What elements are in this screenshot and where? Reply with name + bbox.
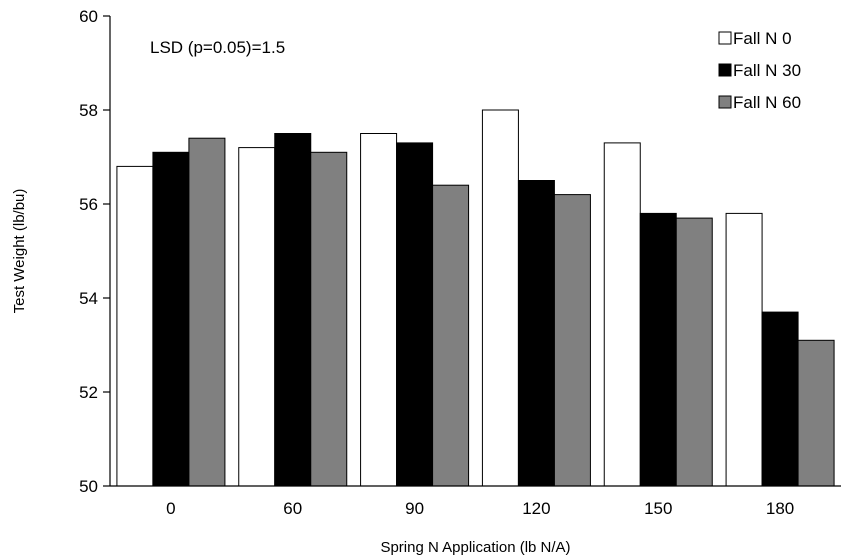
legend: Fall N 0 Fall N 30 Fall N 60 <box>718 29 801 112</box>
lsd-annotation: LSD (p=0.05)=1.5 <box>150 38 285 57</box>
bar-fall-n-30-180 <box>761 311 799 487</box>
y-tick-label: 60 <box>79 7 98 26</box>
legend-swatch <box>718 63 732 77</box>
bar-fall-n-0-0 <box>116 165 154 487</box>
bar-fall-n-0-90 <box>360 133 398 487</box>
bar-fall-n-60-0 <box>188 137 226 487</box>
x-tick-label: 150 <box>644 499 672 518</box>
bar-fall-n-0-150 <box>603 142 641 487</box>
bar-fall-n-60-90 <box>432 184 470 487</box>
bar-fall-n-60-60 <box>310 151 348 487</box>
y-tick-label: 58 <box>79 101 98 120</box>
y-tick-label: 52 <box>79 383 98 402</box>
legend-swatch <box>718 95 732 109</box>
x-tick-label: 90 <box>405 499 424 518</box>
y-tick-label: 56 <box>79 195 98 214</box>
bars-group <box>116 109 835 487</box>
legend-label: Fall N 30 <box>733 61 801 80</box>
bar-fall-n-30-90 <box>396 142 434 487</box>
x-tick-label: 0 <box>166 499 175 518</box>
y-tick-label: 54 <box>79 289 98 308</box>
x-tick-label: 120 <box>522 499 550 518</box>
x-ticks-group: 0 60 90 120 150 180 <box>166 499 794 518</box>
bar-fall-n-30-60 <box>274 133 312 487</box>
legend-swatch <box>718 31 732 45</box>
bar-fall-n-60-150 <box>675 217 713 487</box>
bar-fall-n-30-0 <box>152 151 190 487</box>
y-tick-label: 50 <box>79 477 98 496</box>
legend-label: Fall N 60 <box>733 93 801 112</box>
x-tick-label: 60 <box>283 499 302 518</box>
bar-fall-n-30-150 <box>639 212 677 487</box>
x-tick-label: 180 <box>766 499 794 518</box>
y-ticks-group: 50 52 54 56 58 60 <box>79 7 110 496</box>
bar-fall-n-60-120 <box>553 194 591 487</box>
y-axis-title: Test Weight (lb/bu) <box>11 189 28 314</box>
bar-fall-n-0-180 <box>725 212 763 487</box>
bar-fall-n-0-120 <box>481 109 519 487</box>
axes-group <box>109 16 841 487</box>
bar-fall-n-60-180 <box>797 339 835 487</box>
x-axis-title: Spring N Application (lb N/A) <box>380 539 570 556</box>
bar-fall-n-0-60 <box>238 147 276 487</box>
legend-label: Fall N 0 <box>733 29 792 48</box>
bar-fall-n-30-120 <box>517 180 555 487</box>
